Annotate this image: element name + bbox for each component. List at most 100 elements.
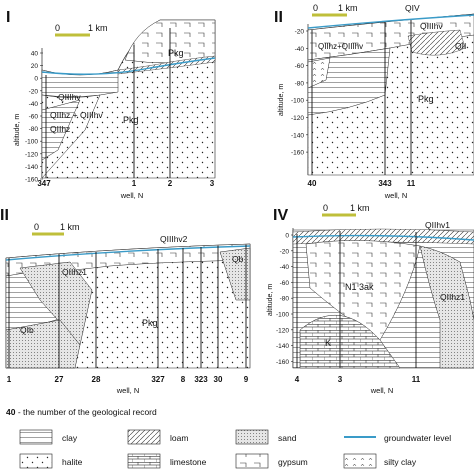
- unit-label: Pkg: [418, 94, 434, 104]
- y-axis: 40200-20-40-60-80-100-120-140-160: [25, 48, 43, 184]
- well-number: 30: [214, 375, 223, 384]
- unit-label: QII: [455, 41, 466, 51]
- unit-label: Qb: [232, 254, 244, 264]
- y-axis: -20-40-60-80-100-120-140-160: [291, 24, 309, 175]
- y-tick-labels: -20 -40 -60 -80 -100 -120 -140 -160: [291, 29, 309, 157]
- y-tick-label: -20: [295, 29, 305, 36]
- legend-swatch-limestone: [128, 454, 160, 468]
- well-number-labels: 347 1 2 3: [37, 179, 214, 188]
- scale-zero-label: 0: [313, 3, 318, 13]
- unit-label: QIb: [20, 325, 34, 335]
- y-tick-labels: 0 -20 -40 -60 -80 -100 -120 -140 -160: [276, 233, 294, 366]
- panel-I: I 0 1 km altitude, m 40 20 0 -20 -40 -60 -80 -1…: [6, 9, 215, 200]
- well-number: 11: [412, 375, 421, 384]
- unit-label: Pkg: [142, 318, 158, 328]
- scale-km-label: 1 km: [60, 222, 80, 232]
- well-number: 27: [55, 375, 64, 384]
- unit-label: QIIhz + QIIIhv: [50, 110, 103, 120]
- y-tick-label: -40: [280, 264, 290, 271]
- legend-swatch-loam: [128, 430, 160, 444]
- well-number: 1: [132, 179, 137, 188]
- unit-label: QIV: [405, 3, 420, 13]
- y-tick-label: -120: [25, 151, 38, 158]
- y-tick-label: -20: [29, 88, 39, 95]
- scale-bar: 0 1 km: [322, 203, 370, 215]
- unit-label: QIIhz+QIIIhv: [318, 42, 363, 51]
- well-number: 2: [168, 179, 173, 188]
- y-tick-label: -80: [295, 80, 305, 87]
- unit-label: K: [325, 338, 331, 348]
- y-tick-label: -80: [29, 126, 39, 133]
- panel-roman-numeral: II: [274, 9, 283, 26]
- scale-zero-label: 0: [34, 222, 39, 232]
- y-tick-label: 0: [34, 76, 38, 83]
- y-tick-labels: 40200-20-40-60-80-100-120-140-160: [25, 51, 43, 184]
- y-tick-label: -160: [291, 150, 304, 157]
- y-tick-label: -60: [29, 114, 39, 121]
- y-axis: 0 -20 -40 -60 -80 -100 -120 -140 -160: [276, 228, 294, 368]
- y-tick-label: -40: [29, 101, 39, 108]
- well-number-labels: 4 3 11: [295, 375, 421, 384]
- y-tick-label: -140: [25, 164, 38, 171]
- legend-label-clay: clay: [62, 433, 78, 443]
- legend-label-halite: halite: [62, 457, 83, 467]
- panel-II: II 0 1 km altitude, m -20 -40 -60 -80 -100 -1…: [274, 3, 474, 200]
- well-number: 1: [7, 375, 12, 384]
- unit-label: QIIIhv: [420, 21, 443, 31]
- y-tick-label: -100: [25, 139, 38, 146]
- unit-label: QIIhz: [50, 124, 70, 134]
- well-number: 347: [37, 179, 51, 188]
- well-number: 343: [378, 179, 392, 188]
- y-tick-label: -100: [291, 98, 304, 105]
- x-axis-label: well, N: [370, 386, 394, 395]
- panel-roman-numeral: IV: [273, 207, 288, 224]
- well-number: 3: [338, 375, 343, 384]
- legend-label-gypsum: gypsum: [278, 457, 308, 467]
- well-number-labels: 1 27 28 327 8 323 30 9: [7, 375, 249, 384]
- scale-zero-label: 0: [323, 203, 328, 213]
- unit-label: QIIhz1: [62, 267, 87, 277]
- well-number: 8: [181, 375, 186, 384]
- panel-roman-numeral: I: [6, 9, 10, 26]
- unit-label: Pkg: [123, 115, 139, 125]
- y-tick-label: 40: [31, 51, 39, 58]
- well-number: 9: [244, 375, 249, 384]
- y-axis-label: altitude, m: [278, 84, 285, 116]
- well-number: 4: [295, 375, 300, 384]
- unit-label: QIIhv1: [425, 220, 450, 230]
- legend-swatch-gypsum: [236, 454, 268, 468]
- y-axis-label: altitude, m: [14, 114, 21, 146]
- y-tick-label: -80: [280, 296, 290, 303]
- panel-IV: IV 0 1 km altitude, m 0 -20 -40 -60 -80 -100 -…: [267, 203, 474, 395]
- panel-roman-numeral: II: [0, 207, 9, 224]
- well-number: 323: [194, 375, 208, 384]
- y-tick-label: -140: [291, 132, 304, 139]
- panel-III: II 0 1 km QIIIhv2 QIIhz1 Qb QIb Pkg 1 27 2…: [0, 207, 250, 395]
- legend-swatch-silty-clay: [344, 454, 376, 468]
- legend-swatch-halite: [20, 454, 52, 468]
- unit-label: Pkg: [168, 48, 184, 58]
- scale-km-label: 1 km: [88, 23, 108, 33]
- legend-label-loam: loam: [170, 433, 188, 443]
- unit-label: QIIhz1: [440, 292, 465, 302]
- x-axis-label: well, N: [384, 191, 408, 200]
- unit-label: N1 3ak: [345, 282, 374, 292]
- y-tick-label: -100: [276, 312, 289, 319]
- well-number: 327: [151, 375, 165, 384]
- legend-note: 40 - the number of the geological record: [6, 407, 157, 417]
- legend: 40 - the number of the geological record…: [6, 407, 451, 468]
- well-number: 28: [92, 375, 101, 384]
- legend-swatch-clay: [20, 430, 52, 444]
- scale-km-label: 1 km: [338, 3, 358, 13]
- x-axis-label: well, N: [120, 191, 144, 200]
- y-tick-label: -120: [291, 115, 304, 122]
- y-tick-label: 0: [285, 233, 289, 240]
- legend-label-silty-clay: silty clay: [384, 457, 417, 467]
- unit-label: QIIIhv2: [160, 234, 188, 244]
- y-tick-label: -120: [276, 327, 289, 334]
- y-tick-label: 20: [31, 63, 39, 70]
- well-number: 40: [308, 179, 317, 188]
- scale-bar: 0 1 km: [55, 23, 108, 35]
- scale-bar: 0 1 km: [312, 3, 358, 15]
- legend-label-limestone: limestone: [170, 457, 207, 467]
